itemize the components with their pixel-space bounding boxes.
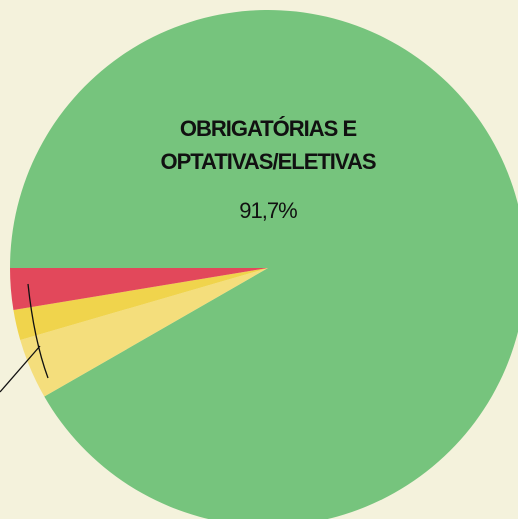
pie-slice: [20, 268, 268, 397]
slice-value-label: 91,7%: [239, 198, 297, 223]
pie-slice: [13, 268, 268, 340]
leader-line: [0, 345, 41, 393]
pie-slice: [10, 10, 518, 519]
pie-slice: [10, 268, 268, 310]
slice-label: OBRIGATÓRIAS E OPTATIVAS/ELETIVAS: [160, 116, 376, 174]
bracket: [27, 283, 49, 379]
